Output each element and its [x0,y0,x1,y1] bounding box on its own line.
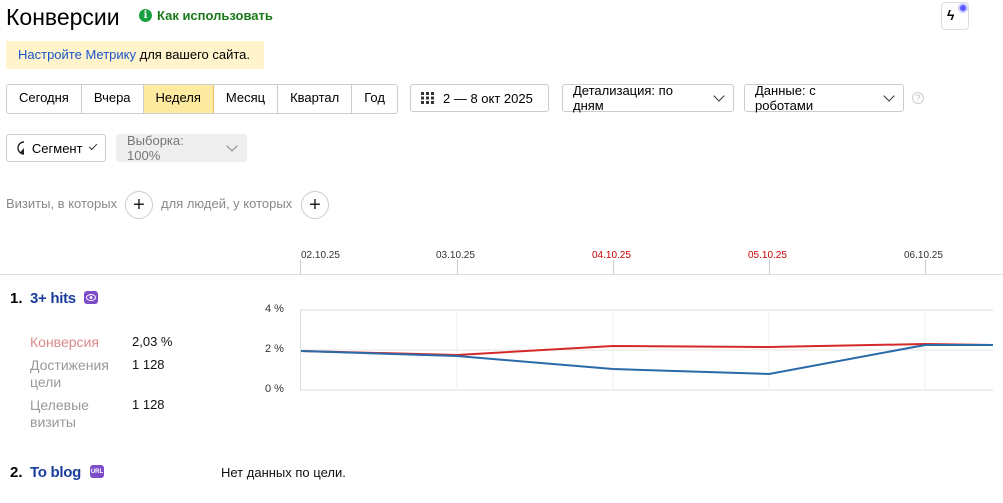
metric-conversion-value: 2,03 % [132,334,173,349]
data-mode-label: Данные: с роботами [755,83,816,113]
goal-name-link[interactable]: 3+ hits [30,290,76,307]
metric-achievements-label: Достижения цели [30,357,109,390]
period-yesterday[interactable]: Вчера [81,85,144,113]
date-label: 05.10.25 [748,250,787,261]
info-icon: i [139,9,152,22]
visits-condition-label: Визиты, в которых [6,196,118,211]
goal-number: 2. [10,464,23,481]
url-icon: URL [90,465,104,478]
period-week[interactable]: Неделя [143,85,214,113]
segment-dropdown[interactable]: Сегмент [6,134,106,162]
people-condition-label: для людей, у которых [161,196,293,211]
metric-achievements-value: 1 128 [132,357,165,372]
series-line-blue [300,344,993,376]
metric-target-visits-label: Целевые визиты [30,397,89,430]
date-label: 04.10.25 [592,250,631,261]
page-title: Конверсии [6,4,120,30]
goal-name-link[interactable]: To blog [30,464,81,481]
how-to-use-link[interactable]: i Как использовать [139,8,273,23]
add-people-condition-button[interactable]: + [301,191,329,219]
date-range-label: 2 — 8 окт 2025 [443,90,533,106]
sample-label: Выборка: 100% [127,133,184,163]
y-tick-label: 0 % [265,383,284,395]
goal-number: 1. [10,290,23,307]
notification-dot [960,5,966,11]
data-mode-dropdown[interactable]: Данные: с роботами [744,83,904,113]
period-today[interactable]: Сегодня [7,85,82,113]
date-tick [457,260,458,274]
date-label: 02.10.25 [301,250,340,261]
detail-label: Детализация: по дням [573,83,673,113]
add-visit-condition-button[interactable]: + [125,191,153,219]
chevron-down-icon [88,141,98,151]
date-tick [613,260,614,274]
y-tick-label: 4 % [265,303,284,315]
date-range-button[interactable]: 2 — 8 окт 2025 [410,84,549,112]
period-quarter[interactable]: Квартал [278,85,353,113]
chevron-down-icon [713,90,725,102]
eye-icon [84,291,98,304]
assistant-button[interactable]: ϟ [941,2,969,30]
chevron-down-icon [883,90,895,102]
conversion-chart [300,309,993,391]
date-tick [769,260,770,274]
help-icon[interactable]: ? [912,92,924,104]
detail-dropdown[interactable]: Детализация: по дням [562,83,734,113]
date-tick [925,260,926,274]
how-to-use-label: Как использовать [157,8,273,23]
date-label: 03.10.25 [436,250,475,261]
assistant-icon: ϟ [947,7,955,23]
segment-label: Сегмент [31,140,83,156]
y-tick-label: 2 % [265,343,284,355]
setup-notice-text: для вашего сайта. [136,47,251,62]
sample-dropdown[interactable]: Выборка: 100% [116,133,247,163]
calendar-grid-icon [421,92,434,104]
period-month[interactable]: Месяц [213,85,279,113]
pie-icon [17,141,24,155]
metric-target-visits-value: 1 128 [132,397,165,412]
date-label: 06.10.25 [904,250,943,261]
date-tick [300,260,301,274]
period-year[interactable]: Год [352,85,397,113]
timeline-divider [0,274,1003,275]
setup-notice: Настройте Метрику для вашего сайта. [6,41,264,69]
no-data-message: Нет данных по цели. [221,465,346,480]
setup-metrika-link[interactable]: Настройте Метрику [18,47,136,62]
metric-conversion-label: Конверсия [30,334,99,350]
chevron-down-icon [226,140,238,152]
period-selector: Сегодня Вчера Неделя Месяц Квартал Год [6,84,398,114]
